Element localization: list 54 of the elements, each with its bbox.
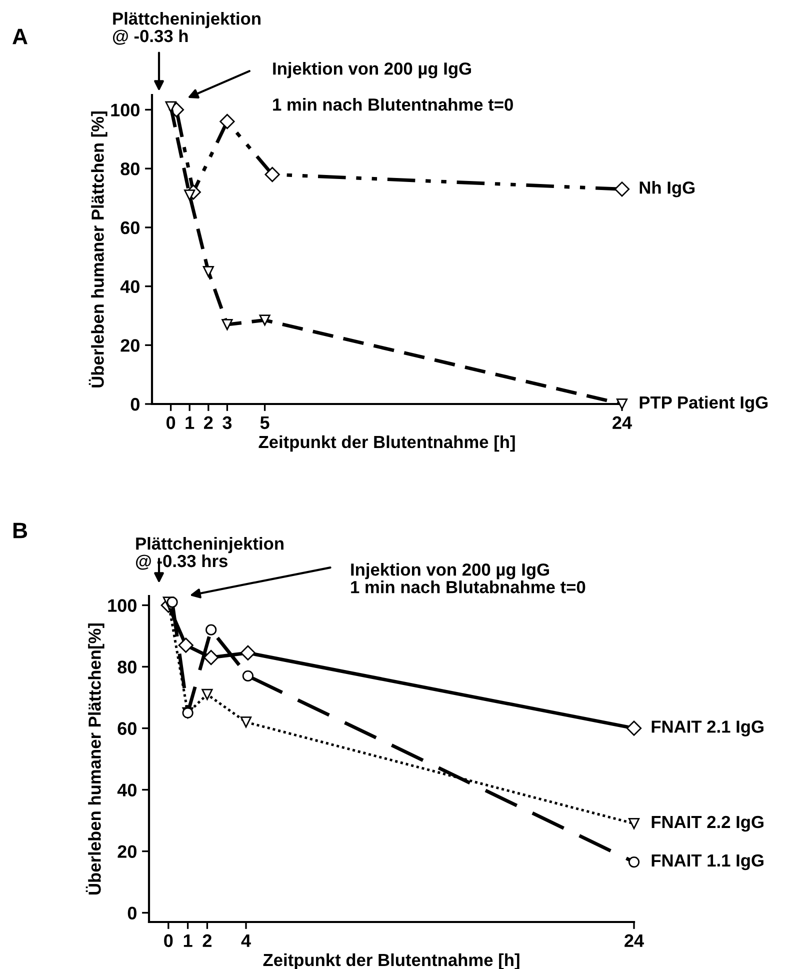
point — [614, 182, 630, 197]
point — [259, 314, 270, 326]
y-tick-label: 20 — [120, 339, 140, 352]
text: Plättcheninjektion @ -0.33 h — [112, 12, 260, 45]
point — [202, 266, 214, 278]
annotation: 1 min nach Blutentnahme t=0 — [273, 98, 513, 111]
y-tick-label: 40 — [120, 280, 140, 294]
x-tick-label: 2 — [202, 934, 212, 947]
y-tick-label: 100 — [111, 104, 140, 116]
point — [242, 670, 254, 682]
text: Injektion von 200 µg IgG 1 min nach Blutabnahme t=0 — [351, 563, 586, 594]
point — [204, 650, 219, 666]
point — [628, 856, 640, 868]
y-tick-label: 40 — [117, 784, 136, 796]
point — [220, 114, 235, 130]
y-tick-label: 80 — [118, 660, 136, 674]
point — [240, 716, 252, 728]
series-label: PTP Patient IgG — [640, 396, 768, 412]
series-label: Nh IgG — [640, 181, 694, 198]
point — [206, 624, 217, 636]
point — [202, 688, 213, 700]
point — [264, 166, 280, 182]
series-label: FNAIT 2.1 IgG — [652, 720, 764, 736]
text: A — [12, 28, 28, 44]
x-tick-label: 5 — [260, 416, 270, 430]
point — [240, 645, 256, 660]
y-axis-title: Überleben humaner Plättchen[%] — [86, 623, 104, 894]
x-tick-label: 0 — [166, 416, 176, 430]
x-tick-label: 1 — [184, 934, 192, 947]
y-tick-label: 0 — [130, 398, 140, 411]
x-tick-label: 24 — [612, 416, 632, 429]
y-axis-title: Überleben humaner Plättchen [%] — [88, 112, 108, 388]
point — [222, 318, 233, 330]
y-tick-label: 80 — [120, 162, 140, 176]
x-axis-title: Zeitpunkt der Blutentnahme [h] — [258, 435, 515, 452]
point — [628, 818, 640, 830]
y-tick-label: 20 — [118, 845, 136, 858]
text: Injektion von 200 µg IgG — [273, 62, 471, 78]
text: B — [13, 522, 28, 538]
y-tick-label: 60 — [118, 722, 136, 735]
point — [178, 638, 194, 653]
y-tick-label: 100 — [108, 599, 136, 612]
y-tick-label: 0 — [128, 906, 136, 920]
series-label: FNAIT 2.2 IgG — [652, 816, 764, 832]
point — [166, 596, 178, 608]
x-tick-label: 24 — [624, 934, 644, 947]
point — [626, 720, 642, 736]
x-tick-label: 2 — [204, 416, 213, 429]
x-tick-label: 0 — [164, 934, 173, 948]
y-tick-label: 60 — [120, 221, 140, 234]
x-tick-label: 3 — [222, 416, 232, 430]
series-label: FNAIT 1.1 IgG — [652, 854, 764, 870]
x-tick-label: 4 — [241, 934, 251, 947]
x-tick-label: 1 — [186, 416, 194, 429]
